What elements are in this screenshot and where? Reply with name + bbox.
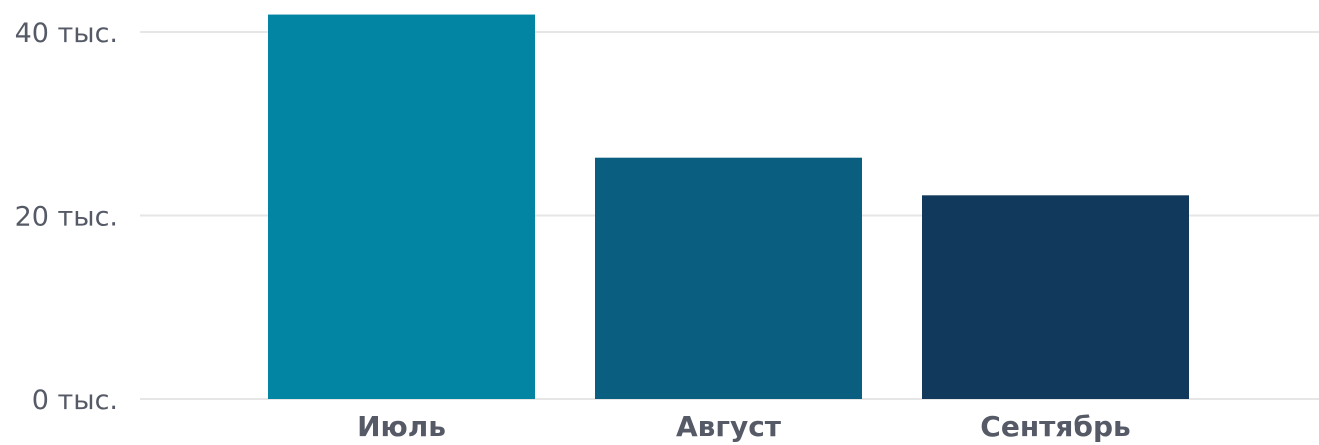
bars (268, 14, 1189, 399)
x-category-label: Август (676, 410, 782, 443)
y-tick-label: 20 тыс. (15, 202, 118, 233)
bar-3 (922, 195, 1189, 399)
x-category-label: Июль (357, 410, 446, 443)
y-axis-ticks: 0 тыс. 20 тыс. 40 тыс. (15, 18, 118, 416)
x-axis-labels: Июль Август Сентябрь (357, 410, 1131, 443)
y-tick-label: 0 тыс. (32, 385, 118, 416)
x-category-label: Сентябрь (980, 410, 1130, 443)
bar-2 (595, 157, 862, 399)
bar-1 (268, 14, 535, 399)
y-tick-label: 40 тыс. (15, 18, 118, 49)
